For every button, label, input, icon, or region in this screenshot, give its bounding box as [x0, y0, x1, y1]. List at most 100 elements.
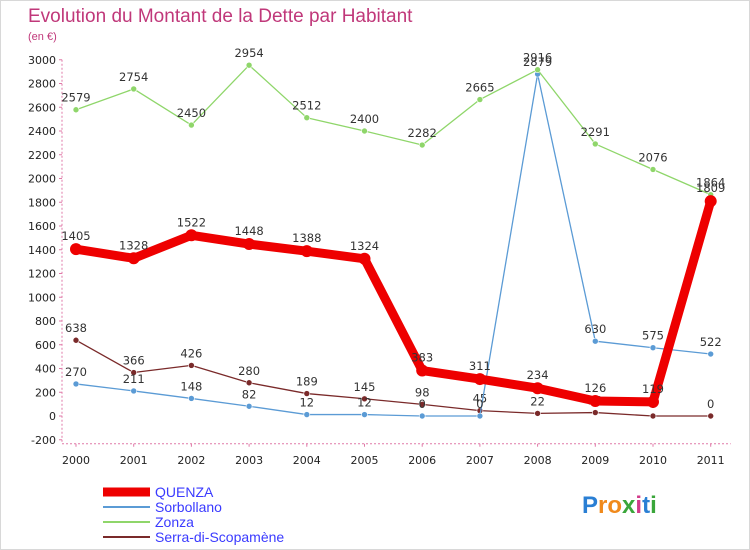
- series-sorbollano: 270 211 148 82 12 12 0 0 2879 630 575 522: [65, 55, 722, 420]
- data-point: [300, 245, 313, 258]
- y-tick-label: 1800: [28, 196, 56, 209]
- legend-label: Zonza: [155, 514, 194, 530]
- data-label: 2450: [177, 106, 206, 120]
- data-point: [185, 229, 198, 242]
- data-label: 2282: [408, 126, 437, 140]
- data-label: 522: [700, 335, 722, 349]
- data-point: [591, 140, 599, 148]
- series-line: [75, 339, 712, 417]
- chart-subtitle: (en €): [28, 31, 57, 43]
- series-line: [75, 64, 712, 196]
- logo-letter: r: [598, 492, 607, 519]
- data-point: [531, 382, 544, 395]
- data-point: [130, 369, 137, 376]
- data-label: 0: [707, 397, 714, 411]
- data-point: [361, 127, 368, 135]
- data-label: 2291: [581, 125, 610, 139]
- data-label: 2579: [61, 91, 90, 105]
- y-tick-label: -200: [31, 434, 56, 447]
- data-label: 1324: [350, 239, 379, 253]
- data-label: 2916: [523, 51, 552, 65]
- logo-letter: P: [582, 492, 598, 519]
- logo-letter: x: [622, 492, 636, 519]
- series-layer: 6383664262801891459845222900270211148821…: [61, 46, 725, 420]
- y-tick-label: 1000: [28, 291, 56, 304]
- data-label: 2665: [465, 81, 494, 95]
- logo-letter: o: [607, 492, 622, 519]
- data-label: 280: [238, 364, 260, 378]
- y-tick-label: 200: [35, 386, 56, 399]
- data-point: [418, 401, 426, 408]
- data-label: 82: [242, 387, 257, 401]
- data-label: 1388: [292, 231, 321, 245]
- data-point: [127, 252, 140, 265]
- data-point: [130, 85, 137, 93]
- data-point: [704, 195, 717, 208]
- data-label: 2754: [119, 70, 148, 84]
- data-label: 145: [354, 380, 376, 394]
- legend-label: Serra-di-Scopamène: [155, 529, 284, 545]
- data-point: [534, 66, 541, 74]
- series-line: [71, 196, 716, 407]
- data-label: 22: [530, 394, 545, 408]
- data-point: [649, 344, 657, 352]
- data-point: [303, 114, 311, 121]
- data-label: 0: [419, 397, 426, 411]
- data-point: [72, 380, 80, 388]
- data-label: 0: [476, 397, 483, 411]
- x-tick-label: 2009: [581, 454, 609, 467]
- data-label: 12: [357, 396, 372, 410]
- data-point: [70, 243, 82, 256]
- x-tick-label: 2001: [120, 454, 148, 467]
- logo-letter: i: [650, 492, 657, 519]
- data-label: 126: [584, 381, 606, 395]
- data-point: [473, 373, 486, 386]
- data-point: [649, 166, 657, 173]
- data-point: [72, 106, 80, 114]
- y-tick-label: 800: [35, 315, 56, 328]
- x-tick-label: 2011: [697, 454, 725, 467]
- data-label: 1864: [696, 176, 725, 190]
- data-label: 311: [469, 359, 491, 373]
- x-tick-label: 2010: [639, 454, 667, 467]
- x-tick-label: 2006: [408, 454, 436, 467]
- series-quenza: 1405 1328 1522 1448 1388 1324 383 311 234 126 119 1…: [61, 181, 725, 408]
- data-label: 638: [65, 321, 87, 335]
- data-point: [303, 411, 311, 418]
- y-tick-label: 2400: [28, 125, 56, 138]
- data-label: 189: [296, 375, 318, 389]
- y-tick-label: 1600: [28, 220, 56, 233]
- data-label: 148: [180, 379, 202, 393]
- data-point: [534, 410, 541, 417]
- x-tick-label: 2000: [62, 454, 90, 467]
- data-point: [418, 141, 426, 149]
- data-point: [188, 395, 195, 402]
- y-tick-label: 400: [35, 363, 56, 376]
- data-point: [130, 387, 137, 395]
- y-tick-label: 0: [49, 410, 56, 423]
- x-tick-label: 2005: [351, 454, 379, 467]
- y-tick-label: 600: [35, 339, 56, 352]
- y-tick-label: 1200: [28, 268, 56, 281]
- data-point: [647, 395, 659, 408]
- x-tick-label: 2007: [466, 454, 494, 467]
- data-label: 383: [411, 351, 433, 365]
- data-label: 1809: [696, 181, 725, 195]
- data-label: 2400: [350, 112, 379, 126]
- y-tick-label: 1400: [28, 244, 56, 257]
- data-point: [303, 390, 311, 397]
- data-label: 2076: [638, 150, 667, 164]
- data-point: [707, 412, 715, 420]
- proxiti-logo: Proxiti: [582, 492, 657, 519]
- y-tick-label: 3000: [28, 54, 56, 67]
- y-tick-label: 2800: [28, 78, 56, 91]
- data-label: 234: [527, 368, 549, 382]
- y-tick-label: 2600: [28, 101, 56, 114]
- data-point: [649, 412, 657, 420]
- data-point: [358, 252, 371, 265]
- data-label: 630: [584, 322, 606, 336]
- data-point: [476, 412, 484, 420]
- data-point: [188, 121, 195, 129]
